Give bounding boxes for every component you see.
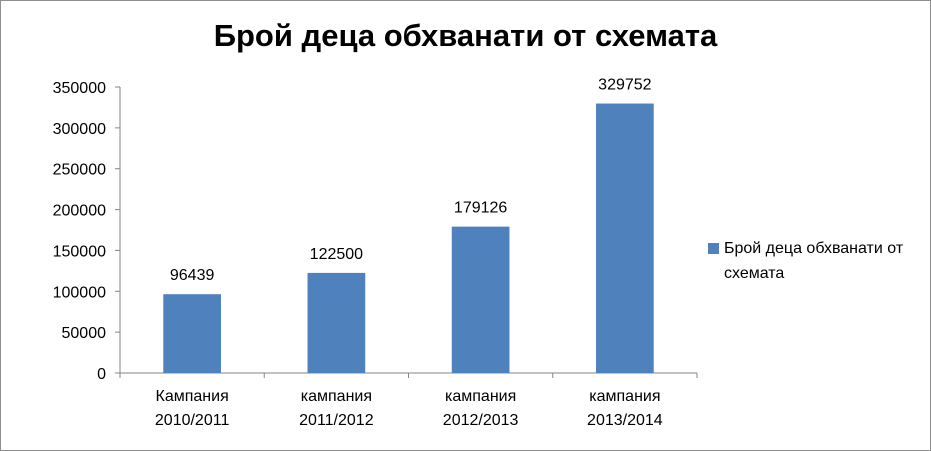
bar	[451, 226, 510, 373]
data-label: 96439	[170, 267, 215, 284]
x-tick-label: 2013/2014	[587, 412, 663, 429]
y-tick-label: 50000	[62, 325, 107, 342]
y-tick-label: 250000	[53, 162, 106, 179]
x-tick-label: кампания	[589, 388, 660, 405]
x-tick-label: кампания	[445, 388, 516, 405]
chart-title: Брой деца обхванати от схемата	[213, 18, 718, 53]
y-tick-label: 300000	[53, 121, 106, 138]
bar	[163, 294, 221, 373]
x-tick-label: Кампания	[156, 388, 229, 405]
y-tick-label: 350000	[53, 80, 106, 97]
y-tick-label: 0	[97, 366, 106, 383]
y-tick-label: 150000	[53, 243, 106, 260]
data-label: 122500	[310, 246, 363, 263]
bar	[596, 103, 654, 374]
x-tick-label: кампания	[301, 388, 372, 405]
x-tick-label: 2011/2012	[299, 412, 374, 429]
y-tick-label: 100000	[53, 284, 106, 301]
data-label: 179126	[454, 200, 507, 217]
legend-label: Брой деца обхванати от схемата	[724, 240, 904, 282]
data-label: 329752	[598, 77, 651, 94]
y-tick-label: 200000	[53, 203, 106, 220]
x-tick-label: 2010/2011	[155, 412, 230, 429]
legend-swatch	[708, 243, 719, 254]
x-tick-label: 2012/2013	[443, 412, 519, 429]
bar	[307, 272, 366, 373]
